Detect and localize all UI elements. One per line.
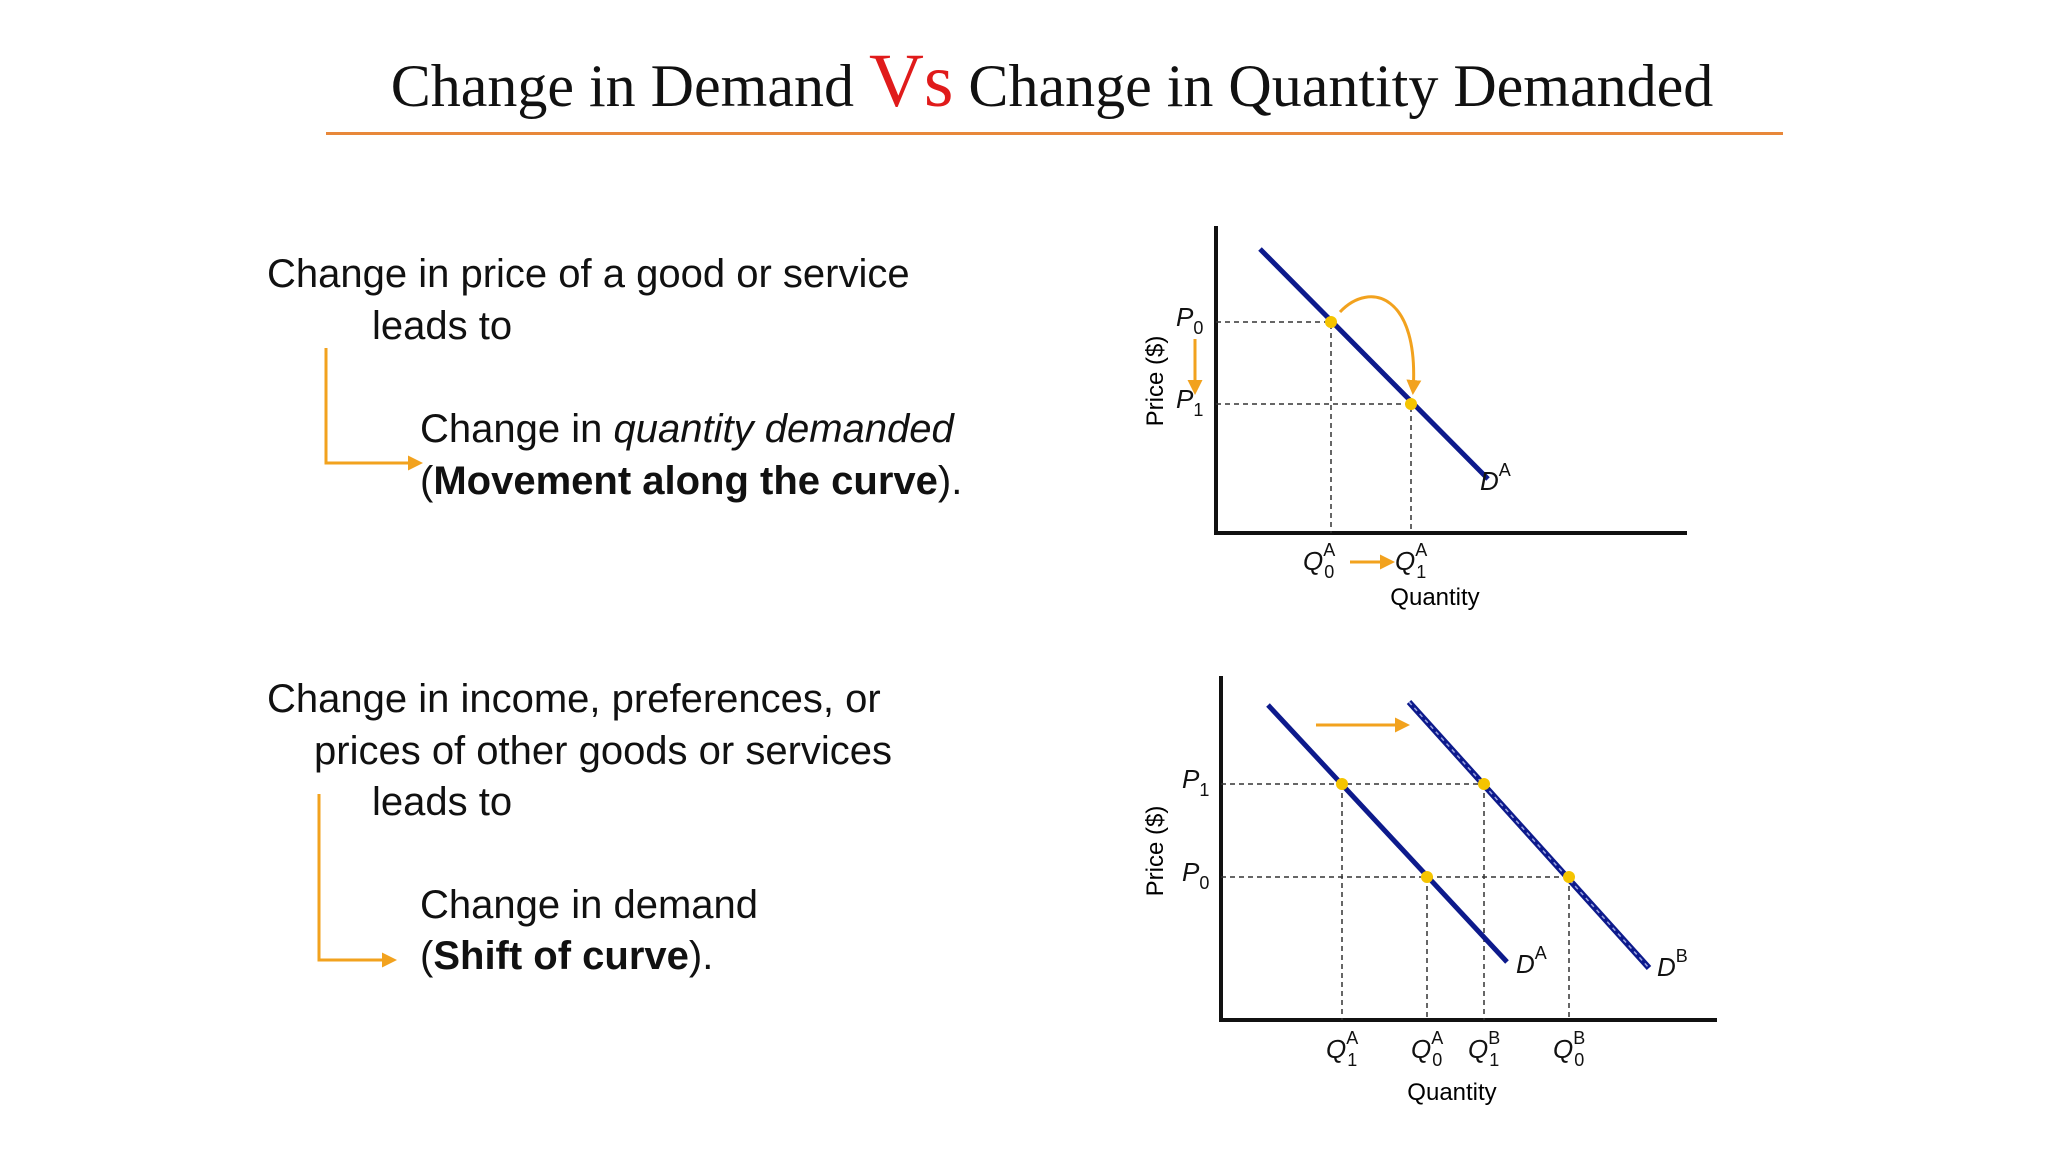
label-sub: 1 bbox=[1347, 1050, 1357, 1070]
label-main: P bbox=[1182, 857, 1200, 887]
text-bold: Movement along the curve bbox=[433, 459, 938, 503]
text: ( bbox=[420, 934, 434, 978]
label-main: Q bbox=[1411, 1034, 1431, 1064]
label-sup: A bbox=[1323, 540, 1335, 560]
axis-label: DA bbox=[1480, 460, 1511, 496]
arrow bbox=[1338, 295, 1422, 395]
label-main: D bbox=[1657, 952, 1676, 982]
axis-label: P1 bbox=[1182, 764, 1209, 800]
text-line: Change in quantity demanded bbox=[420, 409, 954, 449]
diagram-shift bbox=[1219, 676, 1717, 1022]
demand-curve bbox=[1258, 247, 1490, 481]
label-sub: 0 bbox=[1193, 318, 1203, 338]
point bbox=[1421, 871, 1433, 883]
text-line: (Shift of curve). bbox=[420, 936, 713, 976]
label-sub: 0 bbox=[1432, 1050, 1442, 1070]
label-main: Q bbox=[1553, 1034, 1573, 1064]
title-rule bbox=[326, 132, 1783, 135]
x-axis-title: Quantity bbox=[1407, 1079, 1496, 1106]
title-part: Change in Quantity Demanded bbox=[968, 53, 1714, 119]
axis-label: QA 0 bbox=[1303, 540, 1335, 582]
text-bold: Shift of curve bbox=[433, 934, 689, 978]
label-main: D bbox=[1516, 949, 1535, 979]
label-main: P bbox=[1176, 384, 1194, 414]
text-line: Change in demand bbox=[420, 883, 759, 927]
title-part: Change in Demand bbox=[390, 53, 854, 119]
text: ). bbox=[937, 459, 963, 503]
text-line: leads to bbox=[372, 780, 513, 824]
label-sub: 0 bbox=[1199, 873, 1209, 893]
label-sub: 1 bbox=[1489, 1050, 1499, 1070]
axis-label: P0 bbox=[1176, 302, 1203, 338]
axis-label: P1 bbox=[1176, 384, 1203, 420]
axis-label: QA 0 bbox=[1411, 1028, 1443, 1070]
demand-curve bbox=[1266, 703, 1509, 964]
label-main: P bbox=[1176, 302, 1194, 332]
text-italic: quantity demanded bbox=[613, 407, 954, 451]
text: ( bbox=[420, 459, 434, 503]
y-axis-title: Price ($) bbox=[1142, 806, 1169, 897]
axis-label: QA 1 bbox=[1395, 540, 1427, 582]
label-sup: A bbox=[1431, 1028, 1443, 1048]
axis-label: P0 bbox=[1182, 857, 1209, 893]
point bbox=[1325, 316, 1337, 328]
axes bbox=[1214, 226, 1687, 535]
text: Change in bbox=[420, 407, 614, 451]
label-sup: A bbox=[1415, 540, 1427, 560]
curve-dash bbox=[1408, 701, 1650, 969]
label-sub: 1 bbox=[1416, 562, 1426, 582]
label-main: D bbox=[1480, 466, 1499, 496]
text: ). bbox=[688, 934, 714, 978]
axes bbox=[1219, 676, 1717, 1022]
label-sub: 1 bbox=[1193, 400, 1203, 420]
guides bbox=[1216, 321, 1412, 533]
label-main: Q bbox=[1326, 1034, 1346, 1064]
title-vs: Vs bbox=[868, 39, 954, 123]
label-sup: A bbox=[1346, 1028, 1358, 1048]
bracket-arrow bbox=[317, 794, 397, 968]
label-sup: B bbox=[1573, 1028, 1585, 1048]
label-sub: 0 bbox=[1574, 1050, 1584, 1070]
axis-label: DB bbox=[1657, 946, 1688, 982]
label-sup: B bbox=[1488, 1028, 1500, 1048]
label-sub: 1 bbox=[1199, 780, 1209, 800]
label-sup: A bbox=[1535, 943, 1547, 963]
point bbox=[1336, 778, 1348, 790]
diagram-movement bbox=[1187, 226, 1687, 570]
axis-label: QB 0 bbox=[1553, 1028, 1585, 1070]
label-sub: 0 bbox=[1324, 562, 1334, 582]
axis-label: QB 1 bbox=[1468, 1028, 1500, 1070]
y-axis-title: Price ($) bbox=[1142, 336, 1169, 427]
point bbox=[1478, 778, 1490, 790]
label-sup: B bbox=[1676, 946, 1688, 966]
label-main: Q bbox=[1395, 546, 1415, 576]
axis-label: QA 1 bbox=[1326, 1028, 1358, 1070]
text-line: prices of other goods or services bbox=[314, 729, 893, 773]
title: Change in Demand Vs Change in Quantity D… bbox=[0, 38, 2048, 125]
label-sup: A bbox=[1499, 460, 1511, 480]
point bbox=[1405, 398, 1417, 410]
bracket-arrow bbox=[324, 348, 423, 471]
x-axis-title: Quantity bbox=[1390, 584, 1479, 611]
text-line: Change in income, preferences, or bbox=[267, 677, 881, 721]
text-line: (Movement along the curve). bbox=[420, 461, 962, 501]
label-main: Q bbox=[1303, 546, 1323, 576]
label-main: Q bbox=[1468, 1034, 1488, 1064]
text-line: Change in price of a good or service bbox=[267, 252, 910, 296]
label-main: P bbox=[1182, 764, 1200, 794]
point bbox=[1563, 871, 1575, 883]
guides bbox=[1221, 783, 1570, 1020]
text-line: leads to bbox=[372, 304, 513, 348]
axis-label: DA bbox=[1516, 943, 1547, 979]
